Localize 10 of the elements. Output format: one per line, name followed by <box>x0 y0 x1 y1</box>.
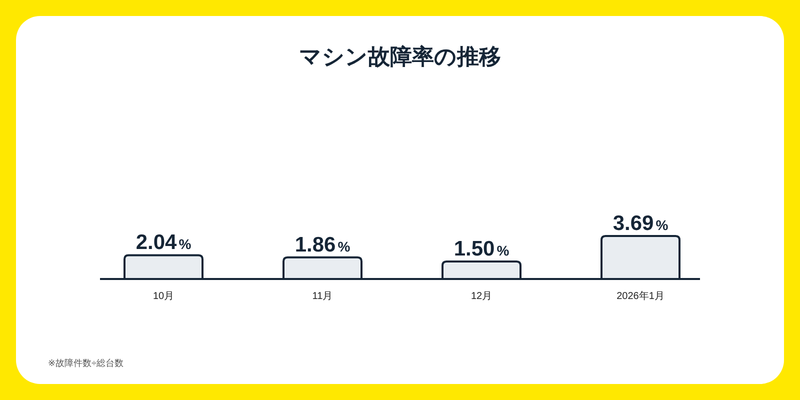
data-label: 1.50% <box>454 238 510 261</box>
text: ※故障件数÷総台数 <box>48 358 124 368</box>
x-tick-label: 10月 <box>152 291 174 302</box>
x-tick-label: 12月 <box>470 291 492 302</box>
chart-title: マシン故障率の推移 <box>299 44 501 69</box>
x-tick-label: 11月 <box>312 291 333 302</box>
x-tick-label: 2026年1月 <box>616 290 664 302</box>
data-label: 1.86% <box>294 233 351 256</box>
data-label: 3.69% <box>612 212 669 235</box>
data-label: 2.04% <box>136 231 192 254</box>
